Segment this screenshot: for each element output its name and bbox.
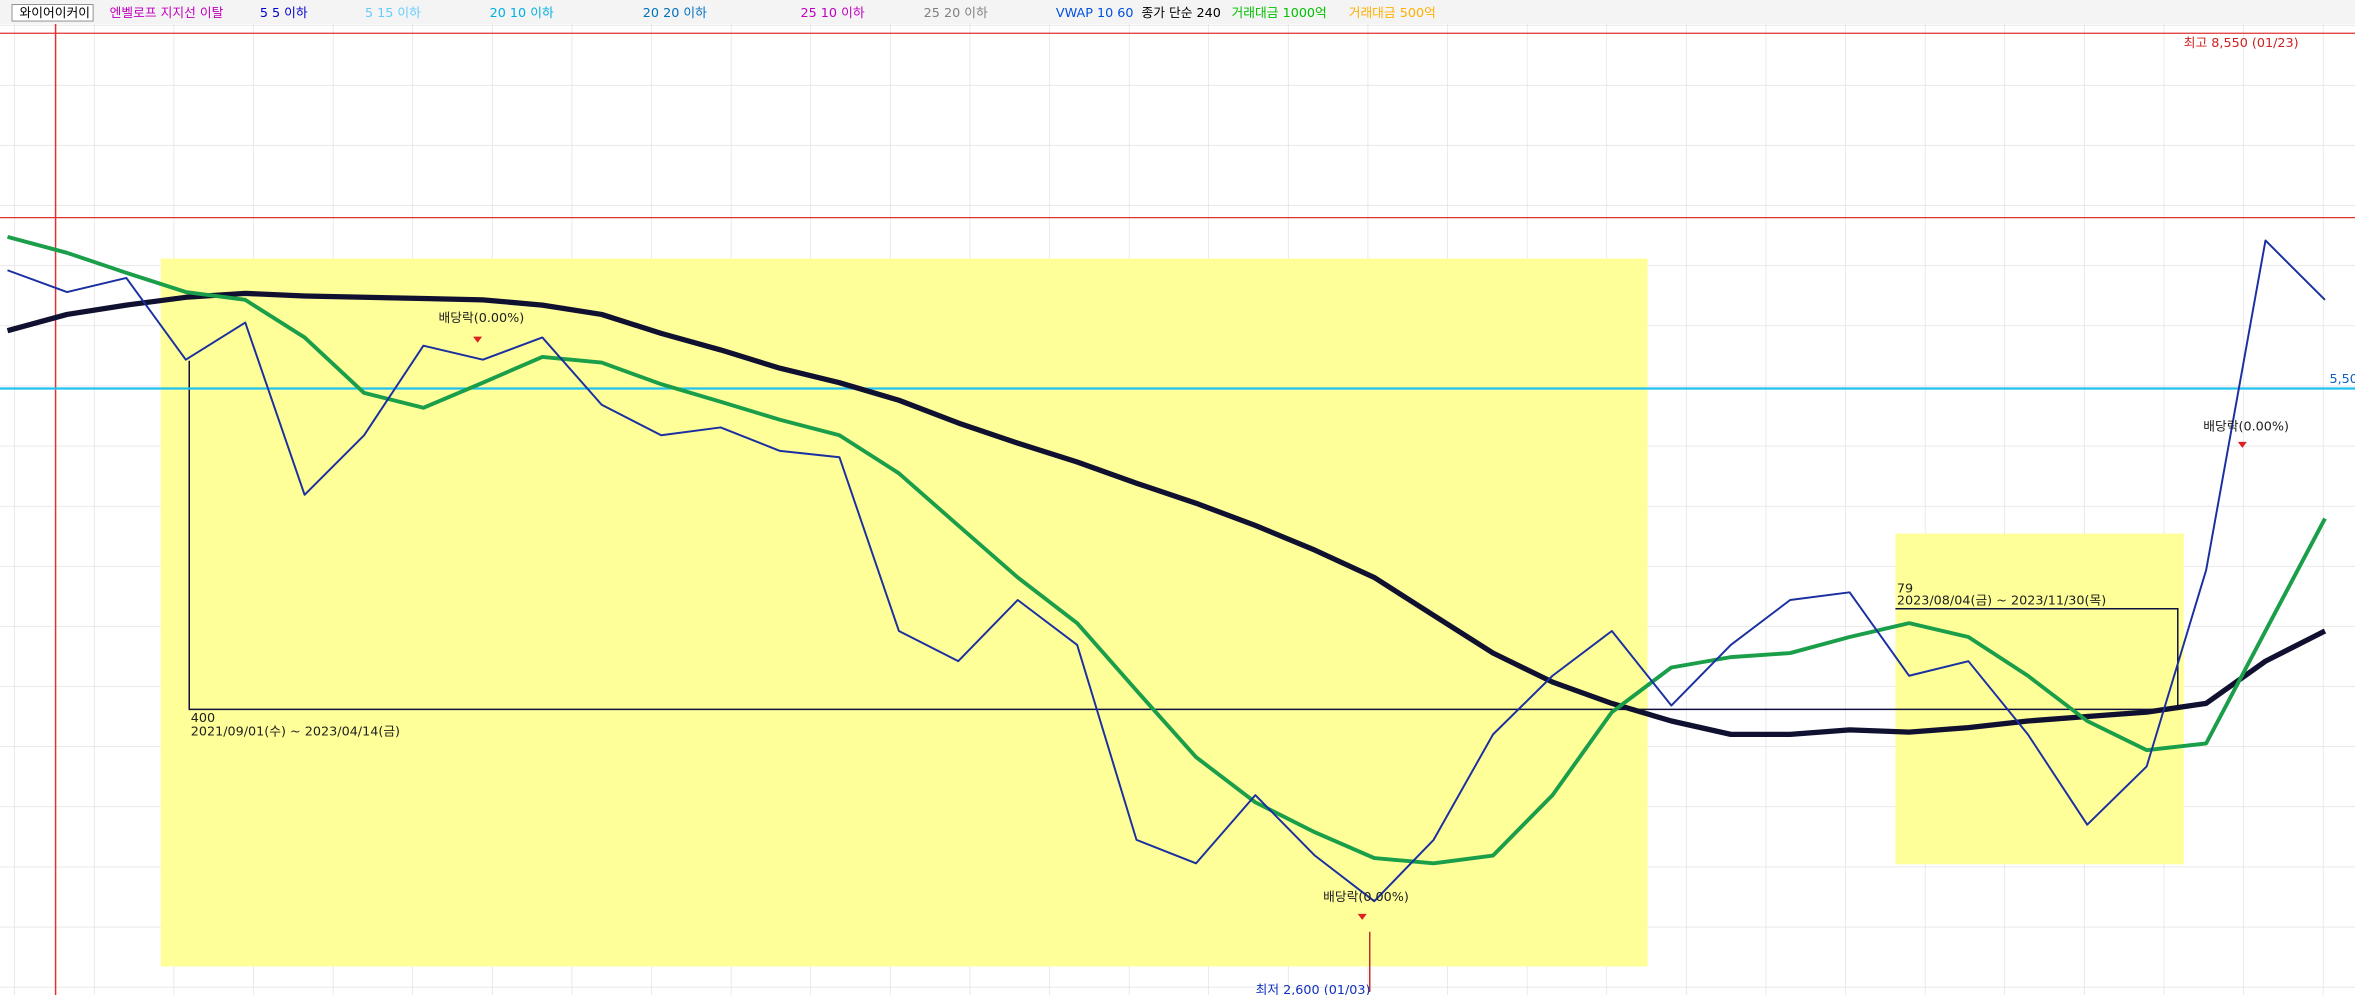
annotation: 배당락(0.00%) <box>2203 419 2289 434</box>
annotation: 2021/09/01(수) ~ 2023/04/14(금) <box>191 724 400 739</box>
legend-item: 5 5 이하 <box>260 6 308 21</box>
reference-label: 5,500 <box>2329 372 2355 387</box>
dividend-arrow <box>1357 913 1367 920</box>
legend-item: VWAP 10 60 <box>1056 6 1134 21</box>
low-label: 최저 2,600 (01/03) <box>1256 983 1371 995</box>
dividend-arrow <box>473 336 483 343</box>
highlight-box <box>1895 533 2184 865</box>
legend-item: 와이어이커이 <box>20 6 90 21</box>
dividend-arrow <box>2237 441 2247 448</box>
toolbar-button[interactable] <box>11 4 94 22</box>
legend-item: 거래대금 1000억 <box>1232 6 1327 21</box>
legend-item: 20 10 이하 <box>490 6 554 21</box>
legend-item: 20 20 이하 <box>643 6 707 21</box>
legend-item: 5 15 이하 <box>365 6 421 21</box>
annotation: 배당락(0.00%) <box>439 311 525 326</box>
legend-item: 엔벨로프 지지선 이탈 <box>110 6 224 21</box>
toolbar <box>0 0 2355 25</box>
annotation: 79 <box>1897 582 1913 597</box>
ma-line <box>6 290 2327 738</box>
ma-line <box>7 239 2326 903</box>
ma-line <box>7 234 2327 866</box>
legend-item: 거래대금 500억 <box>1349 6 1436 21</box>
annotation: 400 <box>191 711 215 726</box>
legend-item: 25 10 이하 <box>801 6 865 21</box>
annotation: 2023/08/04(금) ~ 2023/11/30(목) <box>1897 594 2106 609</box>
annotation: 배당락(0.00%) <box>1323 890 1409 905</box>
legend-item: 25 20 이하 <box>924 6 988 21</box>
legend-item: 종가 단순 240 <box>1141 6 1220 21</box>
highlight-box <box>160 258 1648 967</box>
reference-label: 최고 8,550 (01/23) <box>2184 36 2299 51</box>
